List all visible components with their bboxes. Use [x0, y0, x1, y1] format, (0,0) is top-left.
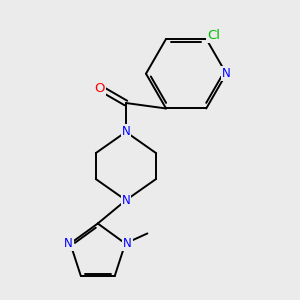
- Text: N: N: [122, 125, 130, 138]
- Text: N: N: [222, 67, 231, 80]
- Text: Cl: Cl: [207, 29, 220, 42]
- Text: O: O: [94, 82, 105, 95]
- Text: N: N: [64, 237, 73, 250]
- Text: N: N: [123, 237, 132, 250]
- Text: N: N: [122, 194, 130, 207]
